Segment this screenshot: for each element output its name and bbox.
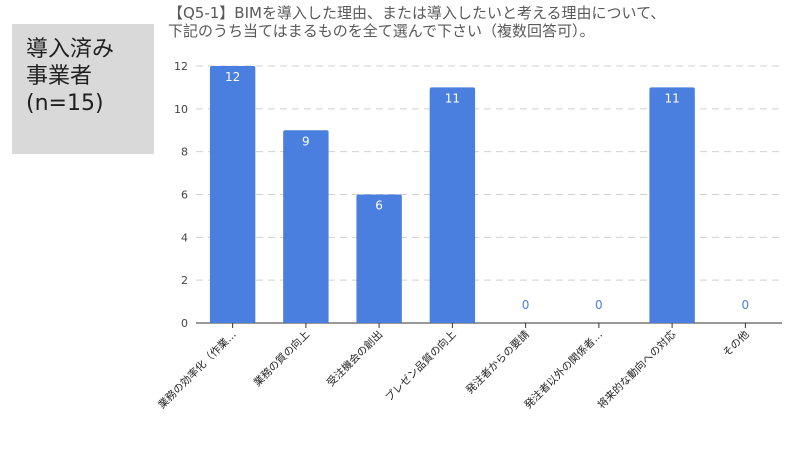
chart-title: 【Q5-1】BIMを導入した理由、または導入したいと考える理由について、 下記の… xyxy=(168,4,796,40)
badge-line-3: (n=15) xyxy=(26,91,104,116)
data-label: 12 xyxy=(225,70,240,84)
x-tick-label: 受注機会の創出 xyxy=(324,328,385,389)
x-tick-label: 業務の質の向上 xyxy=(251,328,312,389)
x-tick-label: プレゼン品質の向上 xyxy=(382,328,458,404)
data-label: 6 xyxy=(375,199,383,213)
badge-line-1: 導入済み xyxy=(26,37,115,62)
x-tick-label: 発注者以外の関係者… xyxy=(522,328,605,411)
data-label: 11 xyxy=(664,91,679,105)
bar xyxy=(649,87,695,324)
chart-title-line-1: 【Q5-1】BIMを導入した理由、または導入したいと考える理由について、 xyxy=(168,4,666,22)
x-tick-label: 将来的な動向への対応 xyxy=(595,328,679,412)
data-label: 0 xyxy=(595,298,603,312)
data-label: 11 xyxy=(445,91,460,105)
badge-line-2: 事業者 xyxy=(26,64,93,89)
chart-title-line-2: 下記のうち当てはまるものを全て選んで下さい（複数回答可）。 xyxy=(168,22,595,40)
data-label: 0 xyxy=(522,298,530,312)
y-tick-label: 10 xyxy=(174,103,188,116)
y-tick-label: 6 xyxy=(181,189,188,202)
x-tick-label: その他 xyxy=(720,328,752,360)
bar xyxy=(283,130,329,323)
bar xyxy=(209,66,256,323)
bar xyxy=(429,87,476,324)
x-tick-label: 発注者からの要請 xyxy=(463,328,532,397)
data-label: 0 xyxy=(742,298,750,312)
x-tick-label: 業務の効率化（作業… xyxy=(155,328,238,411)
bar xyxy=(356,194,402,323)
data-label: 9 xyxy=(302,134,310,148)
y-tick-label: 12 xyxy=(174,60,188,73)
y-tick-label: 4 xyxy=(181,231,188,244)
respondent-badge: 導入済み 事業者 (n=15) xyxy=(12,24,154,154)
y-tick-label: 8 xyxy=(181,146,188,159)
y-tick-label: 2 xyxy=(181,274,188,287)
y-tick-label: 0 xyxy=(181,317,188,330)
